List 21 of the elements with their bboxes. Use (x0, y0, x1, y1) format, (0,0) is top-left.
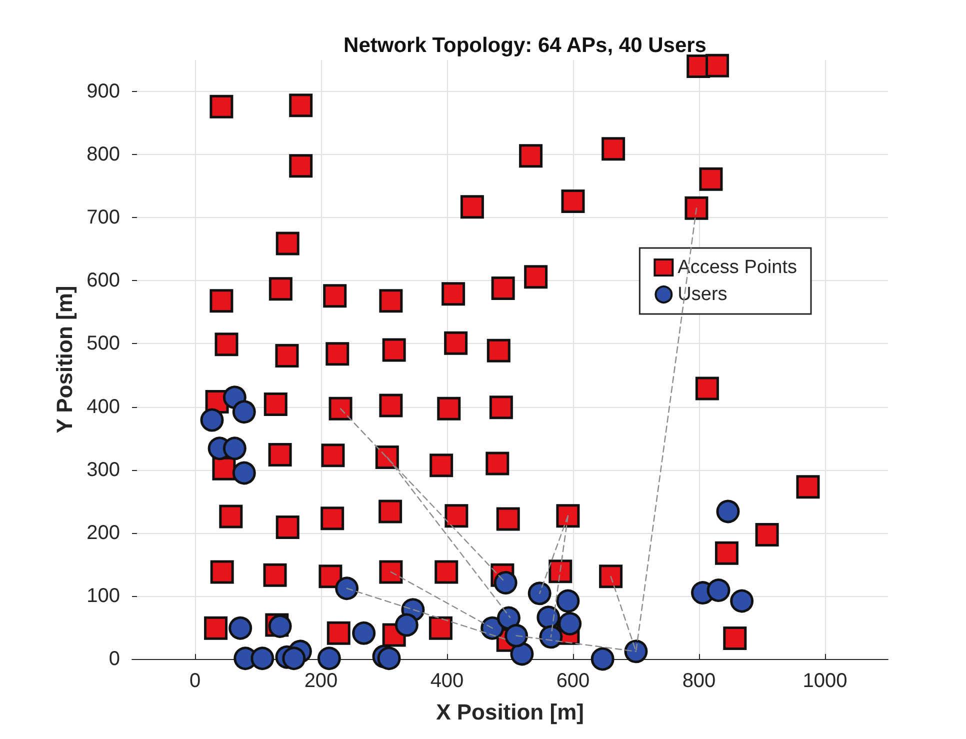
y-tick-label: 200 (86, 522, 120, 544)
x-axis-title: X Position [m] (436, 700, 584, 724)
y-axis-title: Y Position [m] (52, 286, 78, 434)
y-tick-label: 0 (108, 648, 120, 670)
y-tick-label: 900 (86, 80, 120, 103)
y-tick-label: 400 (86, 396, 120, 418)
x-tick-label: 0 (189, 670, 201, 692)
y-tick-label: 100 (86, 584, 120, 607)
y-tick-label: 600 (86, 270, 120, 292)
x-tick-label: 600 (556, 670, 590, 692)
x-tick-label: 800 (682, 670, 716, 692)
chart-title: Network Topology: 64 APs, 40 Users (344, 34, 706, 57)
legend-label: Users (678, 284, 728, 305)
y-tick-label: 500 (86, 332, 120, 355)
legend-label: Access Points (678, 257, 798, 278)
y-tick-label: 300 (86, 458, 120, 481)
x-tick-label: 400 (430, 670, 464, 692)
y-tick-label: 700 (86, 206, 120, 229)
x-tick-label: 200 (304, 670, 338, 692)
x-tick-label: 1000 (802, 670, 848, 692)
y-tick-label: 800 (86, 144, 120, 166)
